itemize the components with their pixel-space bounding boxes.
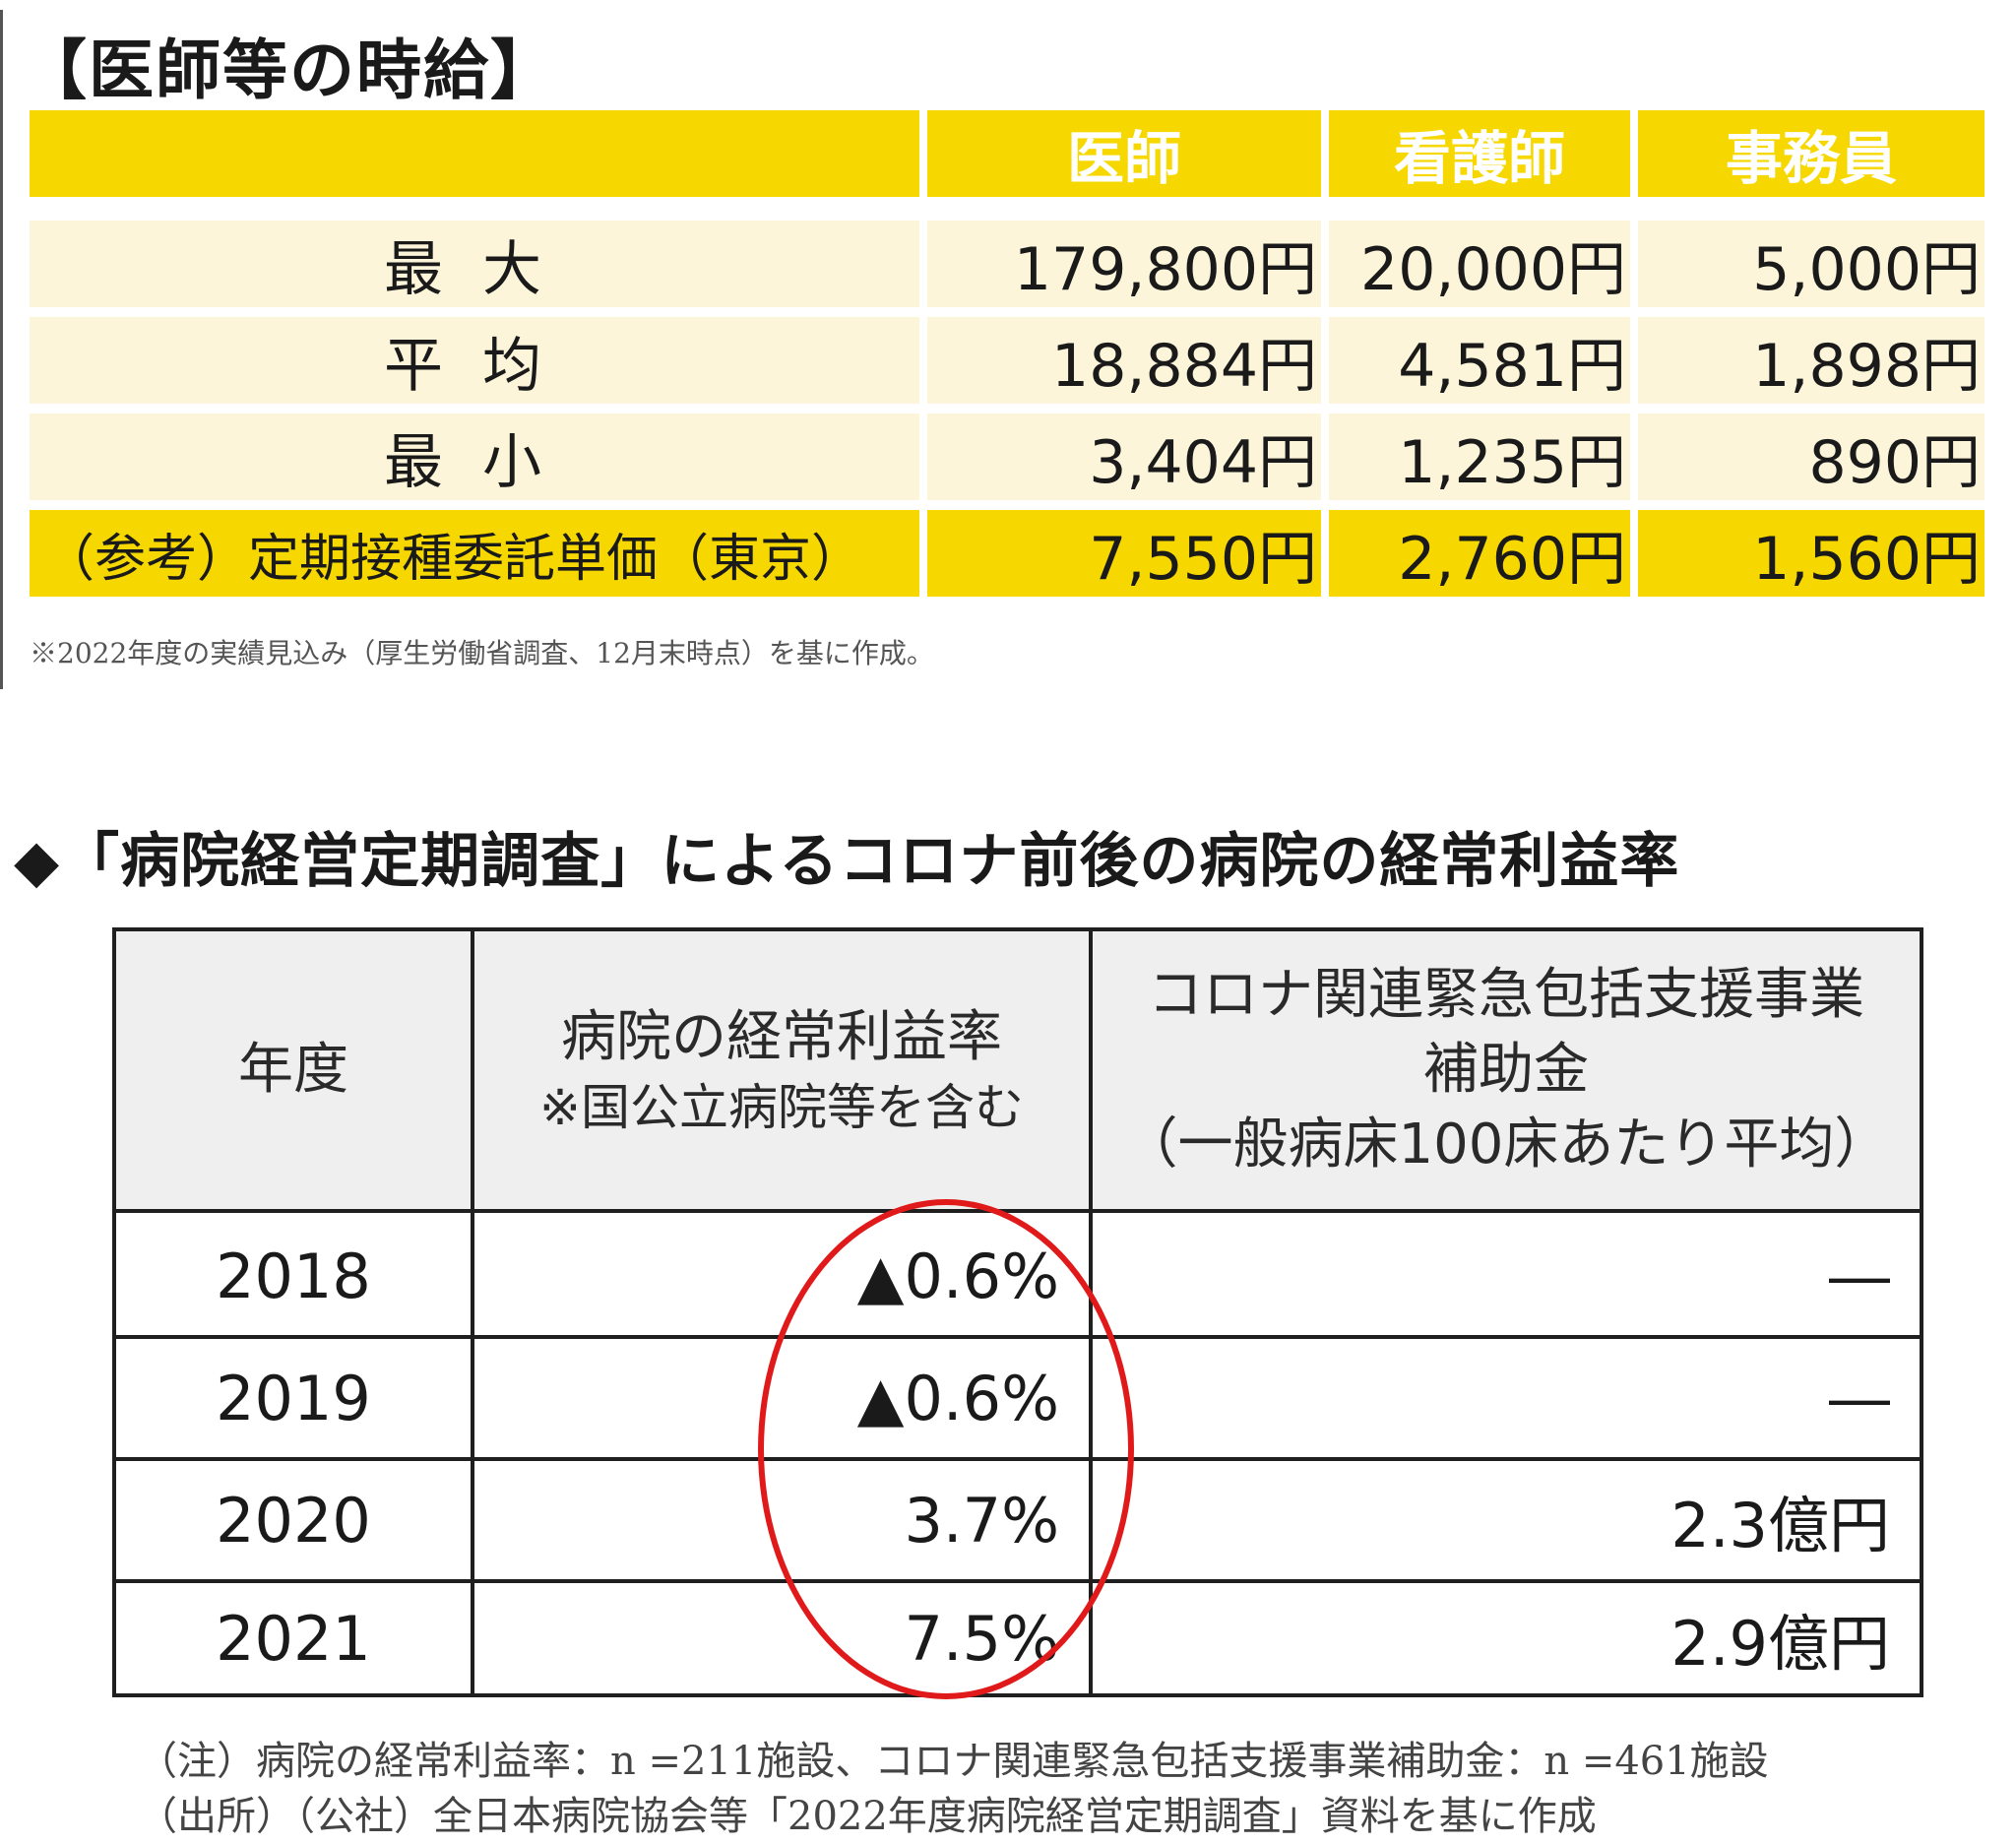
row-divider xyxy=(116,1335,1920,1339)
header-subsidy: コロナ関連緊急包括支援事業 補助金 （一般病床100床あたり平均） xyxy=(1093,931,1920,1209)
wage-cell-clerk: 1,898円 xyxy=(1638,317,1984,404)
wage-section-title: 【医師等の時給】 xyxy=(22,32,557,108)
wage-cell-doctor: 7,550円 xyxy=(927,510,1321,597)
header-year: 年度 xyxy=(116,931,471,1209)
subsidy-cell: ― xyxy=(1829,1240,1890,1312)
profit-source: （出所）（公社）全日本病院協会等「2022年度病院経営定期調査」資料を基に作成 xyxy=(138,1794,1597,1839)
header-rate-note: ※国公立病院等を含む xyxy=(539,1079,1024,1136)
header-year-label: 年度 xyxy=(238,1038,348,1102)
subsidy-cell: 2.9億円 xyxy=(1670,1608,1890,1680)
rate-cell: 7.5% xyxy=(904,1602,1059,1675)
wage-row-label: 最小 xyxy=(30,414,919,500)
column-divider xyxy=(1089,931,1093,1693)
wage-cell-nurse: 1,235円 xyxy=(1329,414,1630,500)
rate-cell: ▲0.6% xyxy=(856,1362,1059,1434)
wage-cell-doctor: 179,800円 xyxy=(927,221,1321,307)
wage-cell-clerk: 890円 xyxy=(1638,414,1984,500)
header-subsidy-line2: 補助金 xyxy=(1423,1038,1589,1102)
profit-table: 年度 病院の経常利益率 ※国公立病院等を含む コロナ関連緊急包括支援事業 補助金… xyxy=(112,927,1923,1697)
table-row: 2020 3.7% 2.3億円 xyxy=(116,1461,1920,1579)
column-divider xyxy=(471,931,474,1693)
subsidy-cell: ― xyxy=(1829,1362,1890,1434)
wage-reference-label: （参考）定期接種委託単価（東京） xyxy=(30,510,919,597)
profit-table-header: 年度 病院の経常利益率 ※国公立病院等を含む コロナ関連緊急包括支援事業 補助金… xyxy=(116,931,1920,1213)
rate-cell: ▲0.6% xyxy=(856,1240,1059,1312)
row-divider xyxy=(116,1579,1920,1583)
table-row: 2019 ▲0.6% ― xyxy=(116,1339,1920,1457)
wage-header-nurse: 看護師 xyxy=(1329,110,1630,197)
subsidy-cell: 2.3億円 xyxy=(1670,1490,1890,1561)
profit-note: （注）病院の経常利益率：n =211施設、コロナ関連緊急包括支援事業補助金：n … xyxy=(138,1739,1769,1784)
table-row: 2018 ▲0.6% ― xyxy=(116,1217,1920,1335)
wage-row-label: 平均 xyxy=(30,317,919,404)
year-cell: 2020 xyxy=(216,1484,371,1557)
header-subsidy-line1: コロナ関連緊急包括支援事業 xyxy=(1148,963,1864,1027)
wage-cell-doctor: 3,404円 xyxy=(927,414,1321,500)
rate-cell: 3.7% xyxy=(904,1484,1059,1557)
header-profit-rate: 病院の経常利益率 ※国公立病院等を含む xyxy=(474,931,1089,1209)
wage-cell-clerk: 5,000円 xyxy=(1638,221,1984,307)
wage-cell-nurse: 4,581円 xyxy=(1329,317,1630,404)
year-cell: 2018 xyxy=(216,1240,371,1312)
wage-header-empty xyxy=(30,110,919,197)
year-cell: 2021 xyxy=(216,1602,371,1675)
left-margin-rule xyxy=(0,10,3,689)
wage-cell-nurse: 2,760円 xyxy=(1329,510,1630,597)
year-cell: 2019 xyxy=(216,1362,371,1434)
wage-cell-nurse: 20,000円 xyxy=(1329,221,1630,307)
header-subsidy-line3: （一般病床100床あたり平均） xyxy=(1122,1113,1890,1177)
wage-cell-doctor: 18,884円 xyxy=(927,317,1321,404)
wage-cell-clerk: 1,560円 xyxy=(1638,510,1984,597)
row-divider xyxy=(116,1457,1920,1461)
wage-header-doctor: 医師 xyxy=(927,110,1321,197)
profit-section-title: ◆「病院経営定期調査」によるコロナ前後の病院の経常利益率 xyxy=(14,827,1680,896)
wage-footnote: ※2022年度の実績見込み（厚生労働省調査、12月末時点）を基に作成。 xyxy=(30,637,934,669)
wage-row-label: 最大 xyxy=(30,221,919,307)
header-rate-label: 病院の経常利益率 xyxy=(561,1005,1002,1069)
table-row: 2021 7.5% 2.9億円 xyxy=(116,1583,1920,1693)
wage-header-clerk: 事務員 xyxy=(1638,110,1984,197)
